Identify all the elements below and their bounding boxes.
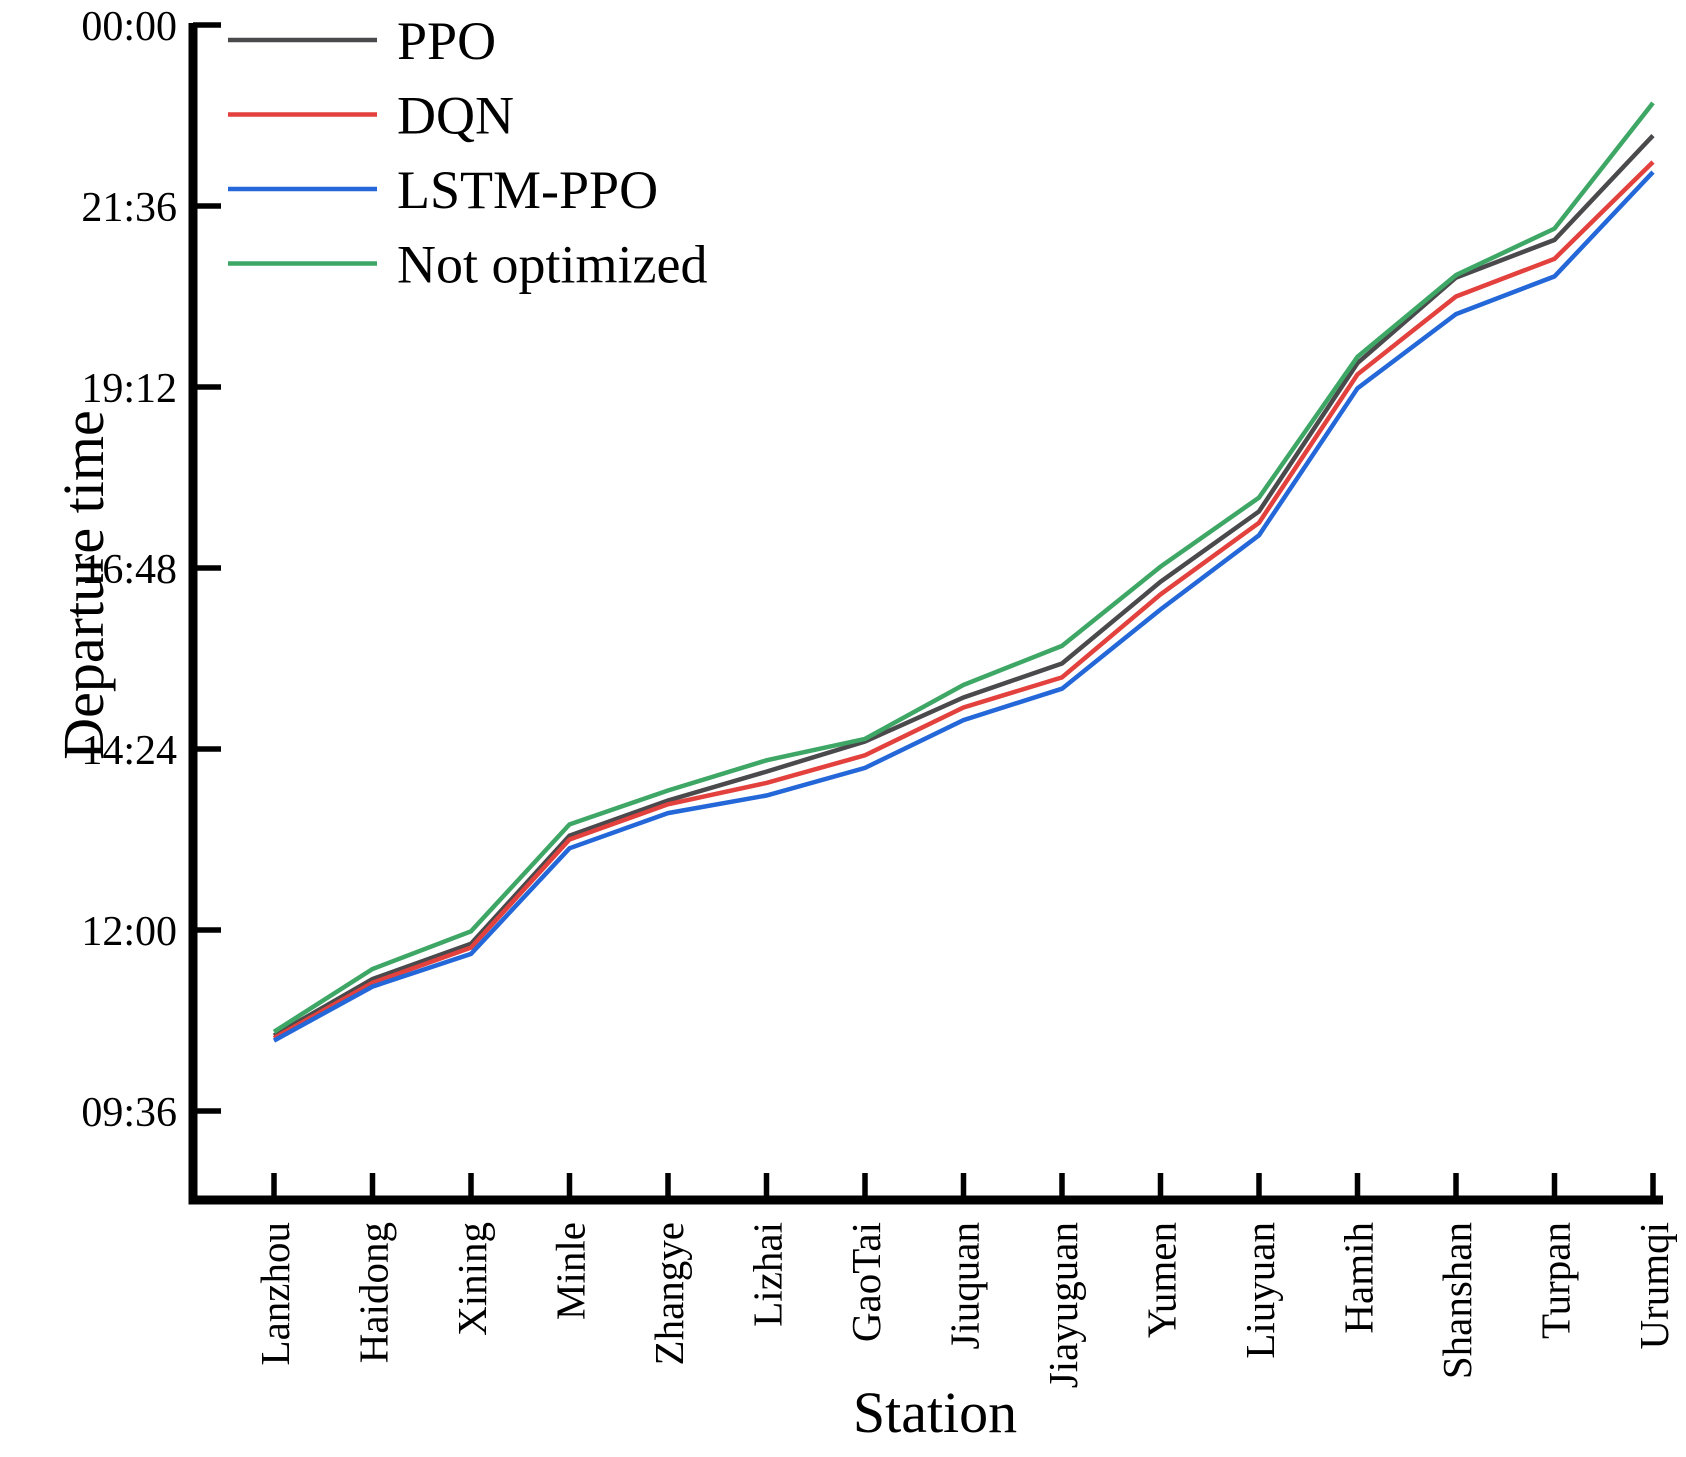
x-tick-label: Jiayuguan bbox=[1040, 1222, 1086, 1388]
y-tick-label: 21:36 bbox=[81, 185, 177, 231]
y-axis-title: Departure time bbox=[51, 410, 116, 759]
series-line-ppo bbox=[272, 134, 1655, 1038]
legend-label: PPO bbox=[397, 11, 496, 71]
x-tick-label: Yumen bbox=[1139, 1222, 1185, 1338]
x-tick-label: Lizhai bbox=[745, 1222, 791, 1327]
x-tick-label: Xining bbox=[449, 1222, 495, 1336]
x-tick-label: Urumqi bbox=[1631, 1222, 1677, 1350]
x-tick-label: Turpan bbox=[1533, 1222, 1579, 1339]
x-tick-label: Hamih bbox=[1336, 1222, 1382, 1334]
x-tick-label: Zhangye bbox=[646, 1222, 692, 1365]
axis-spines bbox=[188, 23, 1663, 1205]
legend-label: Not optimized bbox=[397, 235, 707, 295]
y-tick-label: 00:00 bbox=[81, 4, 177, 50]
x-tick-label: Shanshan bbox=[1434, 1222, 1480, 1379]
series-line-lstm-ppo bbox=[272, 170, 1655, 1043]
series-line-not-optimized bbox=[272, 101, 1655, 1034]
series-line-dqn bbox=[272, 160, 1655, 1041]
y-tick-label: 19:12 bbox=[81, 366, 177, 412]
x-tick-label: GaoTai bbox=[843, 1222, 889, 1342]
y-tick-label: 12:00 bbox=[81, 909, 177, 955]
x-tick-label: Jiuquan bbox=[942, 1222, 988, 1350]
y-tick-label: 09:36 bbox=[81, 1090, 177, 1136]
x-tick-label: Lanzhou bbox=[252, 1222, 298, 1365]
legend-label: DQN bbox=[397, 86, 514, 146]
y-tick-label: 14:24 bbox=[81, 728, 177, 774]
x-axis-title: Station bbox=[853, 1380, 1017, 1445]
x-tick-label: Minle bbox=[548, 1222, 594, 1320]
x-tick-label: Haidong bbox=[351, 1222, 397, 1363]
y-tick-label: 16:48 bbox=[81, 547, 177, 593]
x-tick-label: Liuyuan bbox=[1237, 1222, 1283, 1359]
legend-label: LSTM-PPO bbox=[397, 160, 658, 220]
